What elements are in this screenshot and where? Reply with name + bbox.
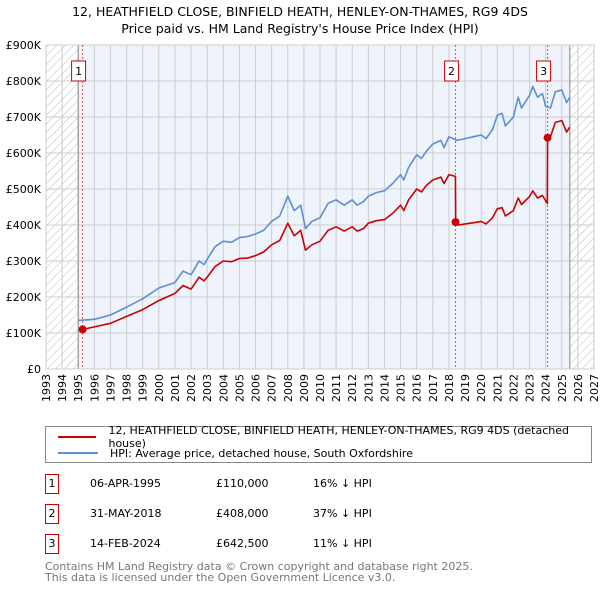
sale-point [78,325,87,334]
y-tick-label: £0 [27,363,41,376]
legend: 12, HEATHFIELD CLOSE, BINFIELD HEATH, HE… [45,424,592,463]
data-range-background [78,45,570,369]
sale-number: 3 [45,534,59,554]
x-tick-label: 1999 [137,374,150,402]
legend-line-hpi [58,452,98,454]
legend-item-hpi: HPI: Average price, detached house, Sout… [58,445,413,461]
x-tick-label: 2027 [588,374,600,402]
x-tick-label: 2019 [459,374,472,402]
x-tick-label: 1993 [40,374,53,402]
sale-date: 06-APR-1995 [90,477,162,490]
sale-date: 14-FEB-2024 [90,537,161,550]
sale-marker-box [444,60,460,82]
sale-point [543,133,552,142]
x-tick-label: 2010 [314,374,327,402]
x-tick-label: 2022 [507,374,520,402]
x-tick-label: 1995 [72,374,85,402]
y-tick-label: £700K [6,111,42,124]
price-paid-line [82,119,571,331]
sale-date: 31-MAY-2018 [90,507,162,520]
y-tick-label: £800K [6,75,42,88]
legend-item-price: 12, HEATHFIELD CLOSE, BINFIELD HEATH, HE… [58,424,591,450]
x-tick-label: 2017 [427,374,440,402]
x-tick-label: 2020 [475,374,488,402]
sale-marker-box [536,60,552,82]
x-tick-label: 2002 [185,374,198,402]
x-tick-label: 1996 [88,374,101,402]
y-tick-label: £600K [6,147,42,160]
x-tick-label: 2008 [282,374,295,402]
x-tick-label: 2004 [217,374,230,402]
y-tick-label: £500K [6,183,42,196]
x-tick-label: 2016 [411,374,424,402]
sale-price: £110,000 [216,477,269,490]
sale-point [451,218,460,227]
x-tick-label: 2003 [201,374,214,402]
x-tick-label: 1994 [56,374,69,402]
x-tick-label: 2000 [153,374,166,402]
chart-title: 12, HEATHFIELD CLOSE, BINFIELD HEATH, HE… [72,4,528,19]
x-tick-label: 2025 [556,374,569,402]
x-tick-label: 1998 [121,374,134,402]
x-tick-label: 2018 [443,374,456,402]
x-tick-label: 2007 [266,374,279,402]
x-tick-label: 2001 [169,374,182,402]
x-tick-label: 2024 [540,374,553,402]
legend-label-hpi: HPI: Average price, detached house, Sout… [110,446,413,460]
sale-number: 1 [45,474,59,494]
chart-subtitle: Price paid vs. HM Land Registry's House … [121,21,479,36]
x-tick-label: 2021 [491,374,504,402]
sale-marker-box [71,60,87,82]
plot-border [45,44,595,370]
x-tick-label: 2012 [346,374,359,402]
y-tick-label: £400K [6,219,42,232]
x-tick-label: 2015 [395,374,408,402]
plot: 1993 1994 1995 1996 1997 1998 1999 2000 2001 2002… [6,39,600,402]
y-tick-label: £100K [6,327,42,340]
sale-price: £642,500 [216,537,269,550]
y-tick-label: £300K [6,255,42,268]
y-tick-label: £900K [6,39,42,52]
hpi-line [78,85,571,322]
x-tick-label: 1997 [104,374,117,402]
sale-marker-label: 2 [448,65,455,78]
sale-hpi-diff: 11% ↓ HPI [313,537,372,550]
sale-hpi-diff: 16% ↓ HPI [313,477,372,490]
sale-marker-label: 3 [540,65,547,78]
sale-hpi-diff: 37% ↓ HPI [313,507,372,520]
x-tick-label: 2014 [378,374,391,402]
y-tick-label: £200K [6,291,42,304]
sale-marker-label: 1 [75,65,82,78]
footer-copyright: Contains HM Land Registry data © Crown c… [45,560,473,573]
x-tick-label: 2006 [250,374,263,402]
x-tick-label: 2013 [362,374,375,402]
legend-label-price: 12, HEATHFIELD CLOSE, BINFIELD HEATH, HE… [108,424,569,450]
legend-line-price [58,436,97,438]
x-tick-label: 2005 [233,374,246,402]
footer-licence: This data is licensed under the Open Gov… [45,571,396,584]
x-tick-label: 2026 [572,374,585,402]
x-tick-label: 2011 [330,374,343,402]
x-tick-label: 2009 [298,374,311,402]
sale-price: £408,000 [216,507,269,520]
x-tick-label: 2023 [524,374,537,402]
sale-number: 2 [45,504,59,524]
